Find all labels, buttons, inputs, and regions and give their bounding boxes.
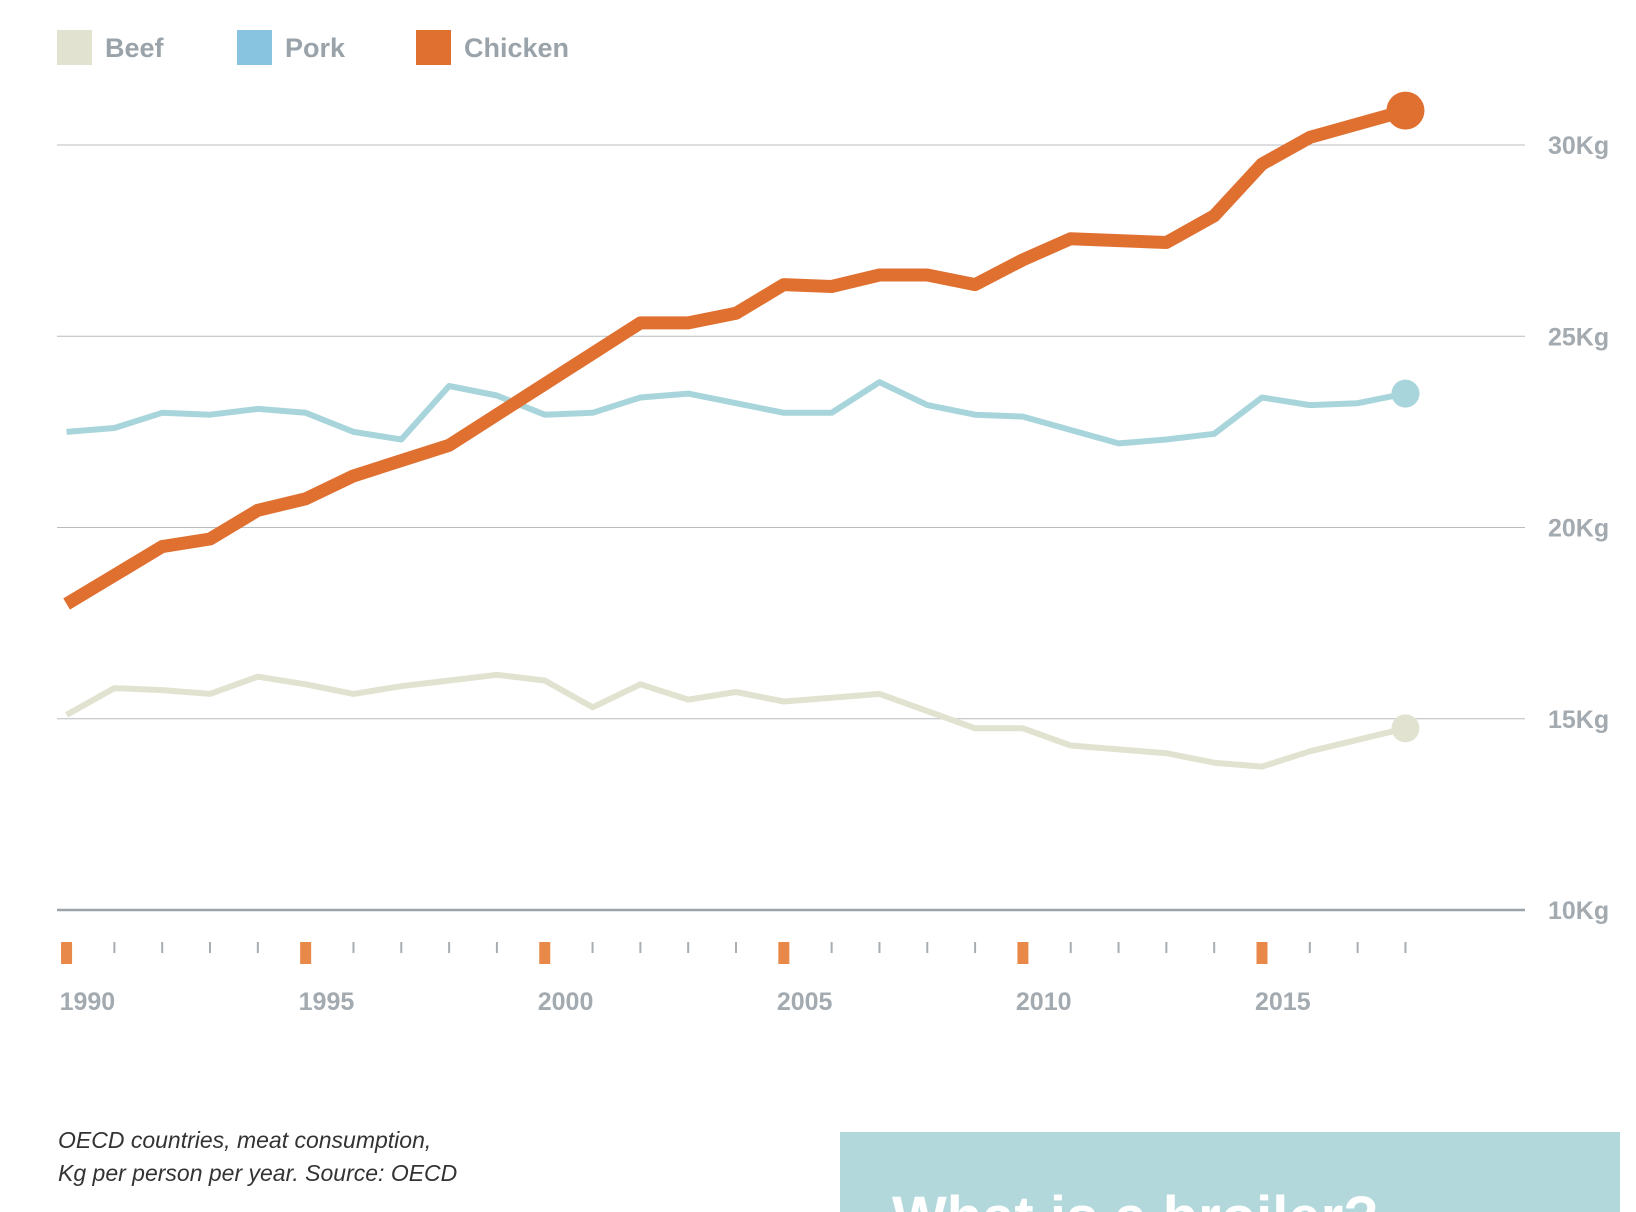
end-marker-beef [1391, 714, 1420, 743]
source-line-1: OECD countries, meat consumption, [58, 1127, 432, 1153]
series-line-beef [65, 671, 1407, 770]
legend-label-chicken: Chicken [464, 33, 569, 63]
legend-item-beef: Beef [57, 30, 165, 65]
y-tick-label-20: 20Kg [1548, 515, 1609, 543]
series-lines [63, 104, 1408, 770]
x-major-tick-2000 [539, 942, 551, 964]
legend-swatch-chicken [416, 30, 451, 65]
legend-swatch-beef [57, 30, 92, 65]
legend-swatch-pork [237, 30, 272, 65]
x-tick-label-2005: 2005 [777, 988, 833, 1016]
x-major-tick-1995 [300, 942, 312, 964]
source-line-2: Kg per person per year. Source: OECD [58, 1160, 458, 1186]
legend-item-pork: Pork [237, 30, 346, 65]
x-major-tick-2010 [1017, 942, 1029, 964]
gridlines [57, 144, 1525, 912]
y-tick-label-30: 30Kg [1548, 132, 1609, 160]
y-tick-label-15: 15Kg [1548, 706, 1609, 734]
y-axis: 10Kg 15Kg 20Kg 25Kg 30Kg [1548, 132, 1609, 925]
x-tick-label-2000: 2000 [538, 988, 594, 1016]
x-major-tick-2015 [1256, 942, 1268, 964]
info-box: What is a broiler? [840, 1132, 1620, 1212]
x-tick-label-2010: 2010 [1016, 988, 1072, 1016]
source-note: OECD countries, meat consumption, Kg per… [58, 1124, 578, 1190]
legend: Beef Pork Chicken [57, 30, 569, 65]
end-marker-chicken [1386, 91, 1425, 130]
x-tick-label-1990: 1990 [60, 988, 116, 1016]
x-major-tick-1990 [61, 942, 73, 964]
legend-label-pork: Pork [285, 33, 346, 63]
x-tick-label-1995: 1995 [299, 988, 355, 1016]
end-markers [1386, 91, 1425, 743]
series-line-chicken [63, 104, 1408, 610]
series-line-pork [66, 379, 1407, 447]
x-axis: 1990 1995 2000 2005 2010 2015 [60, 942, 1407, 1016]
info-box-title: What is a broiler? [892, 1184, 1379, 1212]
y-tick-label-10: 10Kg [1548, 897, 1609, 925]
x-tick-label-2015: 2015 [1255, 988, 1311, 1016]
y-tick-label-25: 25Kg [1548, 323, 1609, 351]
legend-item-chicken: Chicken [416, 30, 569, 65]
end-marker-pork [1391, 379, 1420, 408]
legend-label-beef: Beef [105, 33, 165, 63]
x-major-tick-2005 [778, 942, 790, 964]
